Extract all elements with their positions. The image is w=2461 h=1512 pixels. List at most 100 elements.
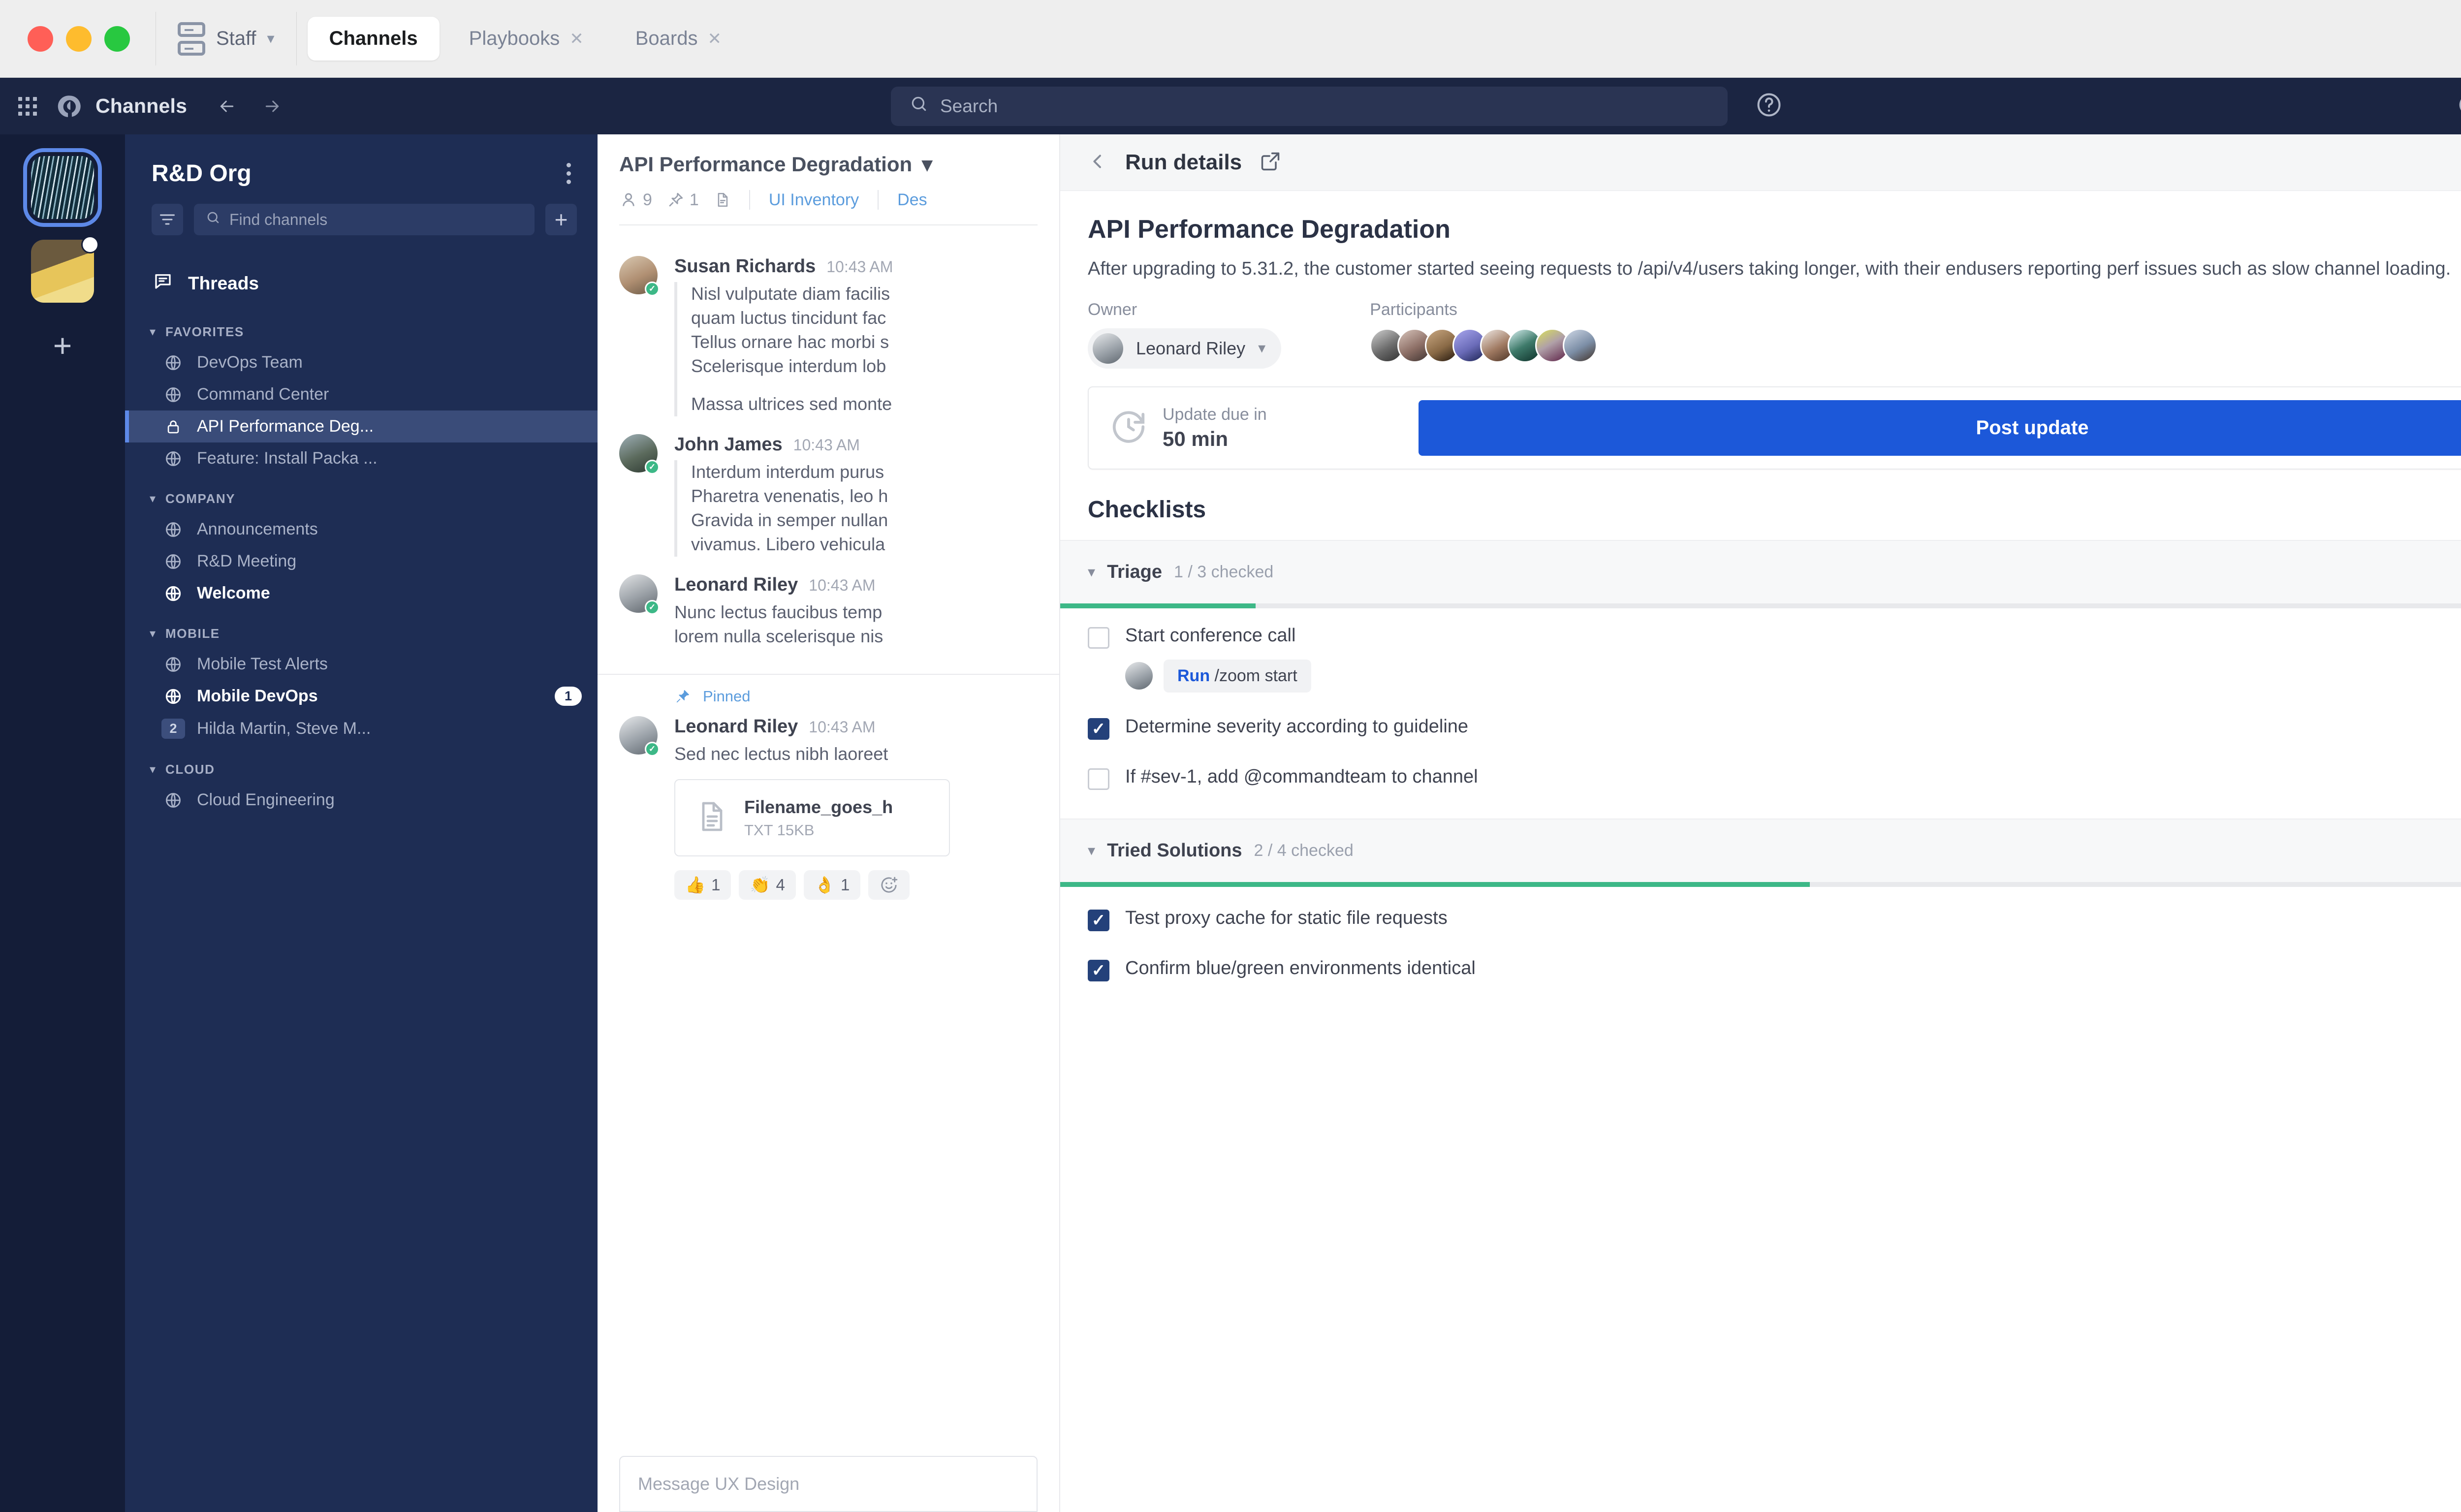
checklist-name: Tried Solutions: [1107, 840, 1242, 861]
sidebar-category-mobile[interactable]: ▾ MOBILE: [125, 609, 598, 648]
add-team-button[interactable]: +: [53, 327, 72, 364]
minimize-window-button[interactable]: [66, 26, 92, 52]
checkbox[interactable]: [1088, 768, 1109, 790]
sidebar-item-group-dm[interactable]: 2 Hilda Martin, Steve M...: [125, 712, 598, 745]
avatar[interactable]: ✓: [619, 716, 660, 757]
sidebar-item-welcome[interactable]: Welcome: [125, 577, 598, 609]
help-circle-icon[interactable]: [1755, 91, 1783, 121]
message-author[interactable]: Leonard Riley: [674, 716, 798, 737]
chevron-left-icon[interactable]: [1088, 149, 1107, 177]
sidebar-header[interactable]: R&D Org: [125, 134, 598, 204]
sidebar-item-label: Welcome: [197, 584, 270, 602]
apps-grid-icon[interactable]: [0, 96, 55, 116]
file-attachment[interactable]: Filename_goes_h TXT 15KB: [674, 779, 950, 857]
global-header: Channels Search ✓: [0, 78, 2461, 134]
pinned-indicator: Pinned: [598, 675, 1059, 707]
members-count-button[interactable]: 9: [619, 190, 652, 210]
sidebar-category-cloud[interactable]: ▾ CLOUD: [125, 745, 598, 784]
add-reaction-icon[interactable]: [868, 870, 910, 900]
category-label: FAVORITES: [165, 324, 244, 339]
slash-command-text: /zoom start: [1214, 666, 1297, 685]
checkbox[interactable]: [1088, 627, 1109, 649]
run-slash-command-button[interactable]: Run /zoom start: [1164, 659, 1311, 693]
rhs-header: Run details: [1060, 134, 2461, 191]
sidebar-item-rd-meeting[interactable]: R&D Meeting: [125, 545, 598, 577]
sidebar-category-favorites[interactable]: ▾ FAVORITES: [125, 308, 598, 346]
message-text: Gravida in semper nullan: [691, 509, 888, 530]
message-author[interactable]: Leonard Riley: [674, 574, 798, 595]
tab-playbooks[interactable]: Playbooks ✕: [447, 17, 605, 61]
checklist-item[interactable]: Confirm blue/green environments identica…: [1060, 934, 2461, 984]
close-window-button[interactable]: [28, 26, 53, 52]
channel-files-button[interactable]: [714, 190, 730, 209]
reaction-clap[interactable]: 👏 4: [739, 870, 796, 900]
checkbox[interactable]: [1088, 959, 1109, 981]
thumbsup-emoji: 👍: [685, 875, 706, 894]
filter-icon[interactable]: [152, 204, 183, 235]
plus-icon: +: [554, 207, 568, 232]
team-button-second[interactable]: [31, 236, 99, 303]
find-channels-input[interactable]: Find channels: [194, 204, 535, 235]
avatar[interactable]: ✓: [619, 434, 660, 474]
tab-channels[interactable]: Channels: [307, 17, 440, 61]
sidebar-item-announcements[interactable]: Announcements: [125, 513, 598, 545]
message-list: ✓ Susan Richards 10:43 AM Nisl vulputate…: [598, 225, 1059, 1456]
message-author[interactable]: Susan Richards: [674, 256, 816, 277]
checkbox[interactable]: [1088, 909, 1109, 931]
sidebar-item-cloud-engineering[interactable]: Cloud Engineering: [125, 784, 598, 816]
message-text: Interdum interdum purus: [691, 461, 884, 482]
window-controls[interactable]: [0, 0, 156, 77]
sidebar-item-api-performance-degradation[interactable]: API Performance Deg...: [125, 410, 598, 442]
close-icon[interactable]: ✕: [707, 29, 722, 48]
category-label: MOBILE: [165, 626, 220, 641]
sidebar-item-command-center[interactable]: Command Center: [125, 378, 598, 410]
product-brand[interactable]: Channels: [57, 94, 187, 119]
arrow-right-icon[interactable]: [260, 96, 284, 116]
header-link-design[interactable]: Des: [897, 190, 927, 209]
checklist-item[interactable]: Determine severity according to guidelin…: [1060, 693, 2461, 743]
sidebar-item-label: Mobile DevOps: [197, 687, 318, 705]
message-composer[interactable]: Message UX Design: [619, 1456, 1038, 1512]
participants-avatars[interactable]: [1370, 328, 1598, 363]
file-meta: TXT 15KB: [744, 821, 815, 839]
checklist-header[interactable]: ▾ Triage 1 / 3 checked: [1060, 539, 2461, 603]
checkbox[interactable]: [1088, 718, 1109, 740]
message-timestamp: 10:43 AM: [793, 436, 860, 454]
avatar[interactable]: ✓: [619, 256, 660, 296]
arrow-left-icon[interactable]: [215, 96, 239, 116]
at-mention-icon[interactable]: [2457, 92, 2461, 121]
team-button-rd-org[interactable]: [23, 148, 102, 227]
reaction-thumbsup[interactable]: 👍 1: [674, 870, 731, 900]
post-update-button[interactable]: Post update: [1419, 400, 2461, 456]
avatar[interactable]: ✓: [619, 574, 660, 615]
checklist-item[interactable]: If #sev-1, add @commandteam to channel: [1060, 743, 2461, 812]
team-switcher[interactable]: Staff ▾: [156, 0, 296, 77]
maximize-window-button[interactable]: [104, 26, 130, 52]
sidebar-item-feature-install-package[interactable]: Feature: Install Packa ...: [125, 442, 598, 474]
checklist-item[interactable]: Test proxy cache for static file request…: [1060, 887, 2461, 934]
external-link-icon[interactable]: [1260, 151, 1281, 175]
close-icon[interactable]: ✕: [569, 29, 584, 48]
globe-icon: [163, 553, 183, 570]
message-author[interactable]: John James: [674, 434, 783, 455]
pinned-posts-button[interactable]: 1: [667, 190, 699, 210]
sidebar-menu-button[interactable]: [561, 157, 577, 190]
sidebar-item-devops-team[interactable]: DevOps Team: [125, 346, 598, 378]
center-channel: API Performance Degradation ▾ 9 1 UI Inv…: [598, 134, 1059, 1512]
header-link-ui-inventory[interactable]: UI Inventory: [768, 190, 859, 209]
sidebar-item-threads[interactable]: Threads: [125, 251, 598, 308]
checklist-item[interactable]: Start conference call: [1060, 608, 2461, 652]
sidebar-category-company[interactable]: ▾ COMPANY: [125, 474, 598, 513]
owner-select[interactable]: Leonard Riley ▾: [1088, 328, 1282, 369]
add-channel-button[interactable]: +: [545, 204, 577, 235]
sidebar-item-mobile-devops[interactable]: Mobile DevOps 1: [125, 680, 598, 712]
checklist-section-tried-solutions: ▾ Tried Solutions 2 / 4 checked Test pro…: [1060, 818, 2461, 984]
channel-title-button[interactable]: API Performance Degradation ▾: [619, 152, 1038, 176]
reaction-ok-hand[interactable]: 👌 1: [803, 870, 861, 900]
search-input[interactable]: Search: [891, 86, 1728, 126]
checklist-header[interactable]: ▾ Tried Solutions 2 / 4 checked: [1060, 818, 2461, 882]
tab-boards[interactable]: Boards ✕: [614, 17, 743, 61]
sidebar-item-mobile-test-alerts[interactable]: Mobile Test Alerts: [125, 648, 598, 680]
rhs-body: API Performance Degradation After upgrad…: [1060, 191, 2461, 1512]
reaction-count: 1: [841, 876, 850, 894]
